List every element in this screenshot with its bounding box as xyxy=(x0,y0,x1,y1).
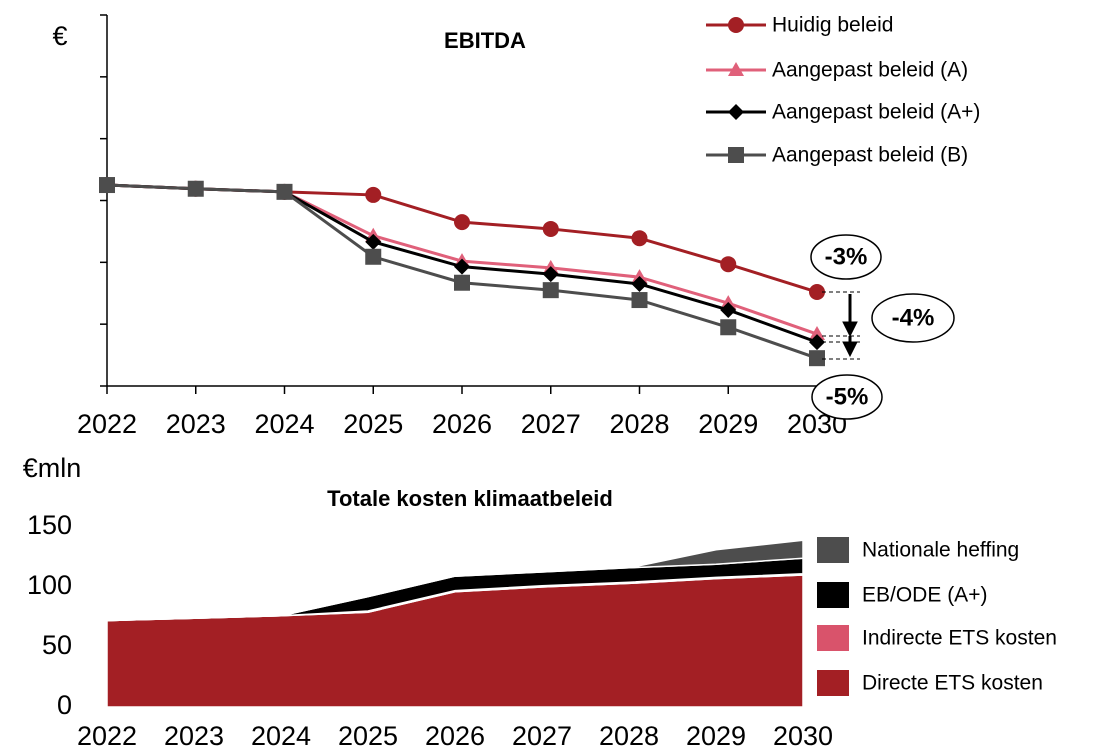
legend-label: EB/ODE (A+) xyxy=(862,584,987,607)
area xyxy=(106,539,804,622)
x-tick-label: 2029 xyxy=(686,721,746,751)
legend-swatch xyxy=(817,582,849,608)
x-tick-label: 2026 xyxy=(432,409,492,439)
marker xyxy=(720,301,737,318)
x-tick-label: 2025 xyxy=(338,721,398,751)
x-tick-label: 2023 xyxy=(166,409,226,439)
marker xyxy=(454,258,470,275)
marker xyxy=(728,104,744,120)
marker xyxy=(631,292,648,309)
y-axis-label: € xyxy=(52,21,67,51)
x-tick-label: 2027 xyxy=(512,721,572,751)
legend-label: Aangepast beleid (A) xyxy=(772,59,968,82)
marker xyxy=(728,147,744,163)
x-tick-label: 2022 xyxy=(77,409,137,439)
x-tick-label: 2029 xyxy=(698,409,758,439)
marker xyxy=(542,220,559,237)
marker xyxy=(542,266,559,283)
marker xyxy=(720,256,737,273)
marker xyxy=(809,334,825,351)
x-tick-label: 2027 xyxy=(521,409,581,439)
annotation-bubble xyxy=(810,234,882,280)
marker xyxy=(365,233,382,250)
legend-label: Indirecte ETS kosten xyxy=(862,627,1057,650)
legend-label: Huidig beleid xyxy=(772,14,893,37)
annotation-bubble xyxy=(871,293,955,343)
x-tick-label: 2025 xyxy=(343,409,403,439)
decorations xyxy=(810,234,955,420)
marker xyxy=(542,282,559,299)
x-tick-label: 2024 xyxy=(251,721,311,751)
x-tick-label: 2024 xyxy=(254,409,314,439)
legend-label: Directe ETS kosten xyxy=(862,672,1043,695)
marker xyxy=(99,177,115,194)
x-tick-label: 2028 xyxy=(599,721,659,751)
y-axis-label: €mln xyxy=(23,453,82,483)
marker xyxy=(454,274,470,291)
legend-label: Aangepast beleid (B) xyxy=(772,144,968,167)
x-tick-label: 2026 xyxy=(425,721,485,751)
x-tick-label: 2023 xyxy=(164,721,224,751)
legend-label: Aangepast beleid (A+) xyxy=(772,101,980,124)
legend-swatch xyxy=(817,625,849,651)
marker xyxy=(809,350,825,367)
marker xyxy=(809,284,825,301)
y-tick-label: 100 xyxy=(27,570,72,600)
chart-title: Totale kosten klimaatbeleid xyxy=(327,486,613,511)
y-tick-label: 150 xyxy=(27,510,72,540)
annotation: -4% xyxy=(892,304,935,331)
annotation: -3% xyxy=(825,243,868,270)
legend-swatch xyxy=(817,537,849,563)
marker xyxy=(631,275,648,292)
marker xyxy=(728,17,744,33)
annotation: -5% xyxy=(826,383,869,410)
x-tick-label: 2028 xyxy=(609,409,669,439)
arrow-head xyxy=(842,341,858,358)
y-tick-label: 0 xyxy=(57,690,72,720)
marker xyxy=(276,183,293,200)
marker xyxy=(809,326,825,341)
marker xyxy=(365,248,382,265)
marker xyxy=(454,214,470,231)
x-tick-label: 2022 xyxy=(77,721,137,751)
arrow-head xyxy=(842,321,858,338)
chart-title: EBITDA xyxy=(444,28,526,53)
legend-swatch xyxy=(817,670,849,696)
annotation-bubble xyxy=(811,374,883,420)
marker xyxy=(720,319,737,336)
marker xyxy=(728,62,744,76)
y-tick-label: 50 xyxy=(42,630,72,660)
marker xyxy=(365,186,382,203)
marker xyxy=(631,230,648,247)
marker xyxy=(187,180,204,197)
x-tick-label: 2030 xyxy=(773,721,833,751)
legend-label: Nationale heffing xyxy=(862,539,1019,562)
area xyxy=(106,574,804,708)
